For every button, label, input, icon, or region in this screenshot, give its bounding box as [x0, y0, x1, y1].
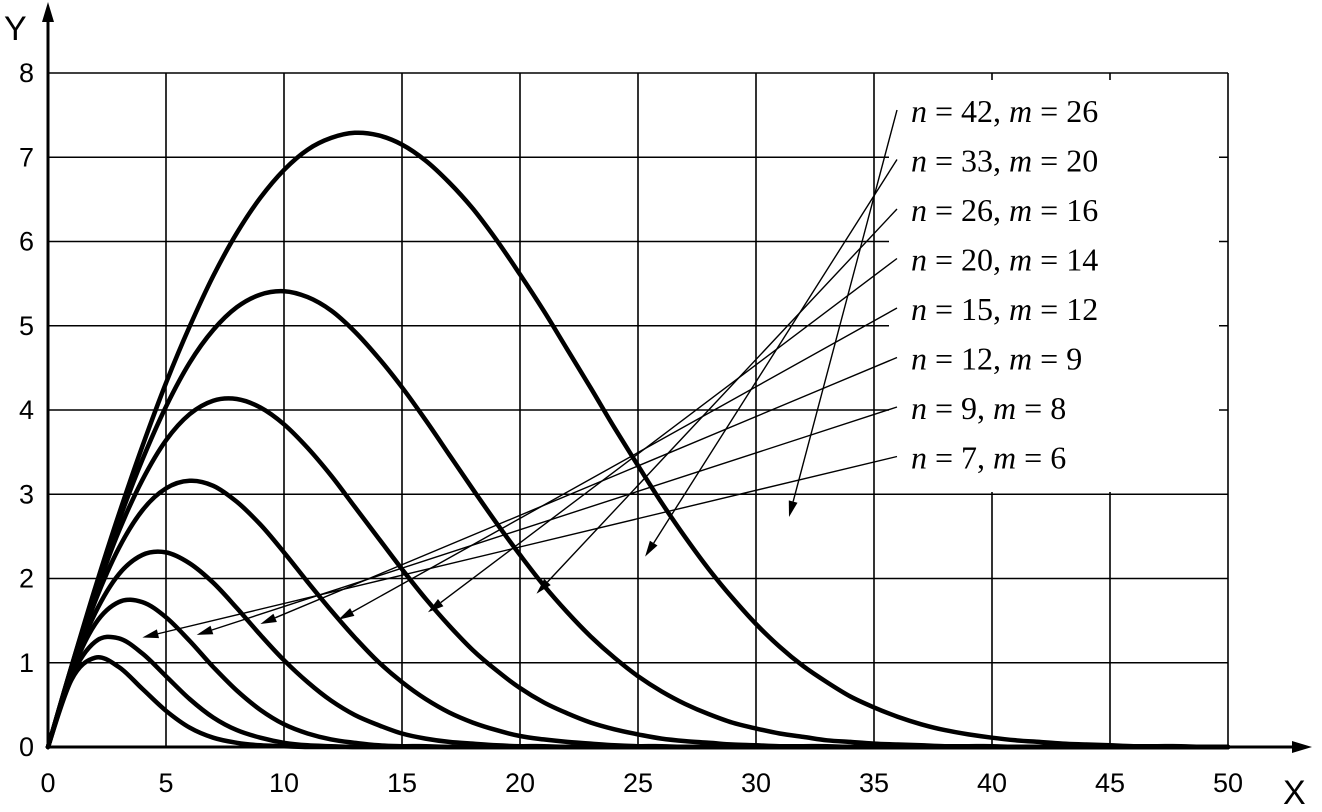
- x-tick-label: 35: [859, 768, 889, 798]
- series-label: n = 7, m = 6: [911, 440, 1066, 476]
- series-label-variable: n: [911, 143, 927, 179]
- series-label-variable: m: [1009, 192, 1032, 228]
- series-label-variable: m: [993, 390, 1016, 426]
- label-pointers: [142, 109, 898, 639]
- series-label-variable: n: [911, 390, 927, 426]
- x-tick-label: 10: [269, 768, 299, 798]
- series-label: n = 20, m = 14: [911, 242, 1098, 278]
- series-label-variable: m: [1009, 93, 1032, 129]
- series-label-value: = 16: [1032, 192, 1098, 228]
- series-label: n = 15, m = 12: [911, 291, 1098, 327]
- series-label-variable: m: [1009, 143, 1032, 179]
- series-label-variable: n: [911, 192, 927, 228]
- y-tick-label: 0: [19, 732, 34, 762]
- y-axis-title: Y: [4, 10, 27, 48]
- y-tick-label: 6: [19, 227, 34, 257]
- series-label: n = 42, m = 26: [911, 93, 1098, 129]
- series-label-variable: m: [993, 440, 1016, 476]
- series-label-value: = 8: [1016, 390, 1066, 426]
- series-line: [45, 655, 1231, 750]
- pointer-arrowhead: [142, 629, 159, 639]
- x-tick-label: 45: [1095, 768, 1125, 798]
- y-axis-arrowhead: [42, 2, 54, 22]
- pointer-line: [792, 109, 898, 502]
- series-label: n = 33, m = 20: [911, 143, 1098, 179]
- series-label-variable: n: [911, 440, 927, 476]
- series-label-value: = 15,: [927, 291, 1009, 327]
- series-label-variable: m: [1009, 291, 1032, 327]
- series-label-value: = 33,: [927, 143, 1009, 179]
- x-tick-label: 25: [623, 768, 653, 798]
- x-axis-title: X: [1283, 774, 1306, 812]
- series-label-value: = 12: [1032, 291, 1098, 327]
- series-line: [45, 130, 1231, 750]
- pointer-arrowhead: [196, 625, 214, 635]
- pointer-arrowhead: [645, 540, 658, 557]
- x-tick-label: 30: [741, 768, 771, 798]
- y-tick-label: 5: [19, 311, 34, 341]
- y-tick-label: 8: [19, 58, 34, 88]
- y-tick-label: 2: [19, 564, 34, 594]
- series-label-value: = 9,: [927, 390, 993, 426]
- y-tick-label: 3: [19, 479, 34, 509]
- pointer-line: [440, 257, 898, 604]
- x-tick-label: 40: [977, 768, 1007, 798]
- label-box: [889, 80, 1219, 492]
- series-label-value: = 12,: [927, 341, 1009, 377]
- series-label-value: = 42,: [927, 93, 1009, 129]
- series-label: n = 9, m = 8: [911, 390, 1066, 426]
- pointer-arrowhead: [788, 500, 798, 517]
- y-tick-label: 7: [19, 142, 34, 172]
- series-label-value: = 26,: [927, 192, 1009, 228]
- y-tick-label: 1: [19, 648, 34, 678]
- x-tick-label: 5: [158, 768, 173, 798]
- series-label-variable: n: [911, 341, 927, 377]
- series-labels: n = 42, m = 26n = 33, m = 20n = 26, m = …: [911, 93, 1098, 476]
- series-label-variable: m: [1009, 242, 1032, 278]
- series-curves: [45, 130, 1231, 750]
- y-tick-label: 4: [19, 395, 34, 425]
- series-label-variable: n: [911, 291, 927, 327]
- series-label-value: = 14: [1032, 242, 1098, 278]
- series-label: n = 26, m = 16: [911, 192, 1098, 228]
- series-label-value: = 20: [1032, 143, 1098, 179]
- pointer-arrowhead: [428, 599, 444, 613]
- pointer-arrowhead: [338, 608, 355, 620]
- series-label-value: = 6: [1016, 440, 1066, 476]
- pointer-line: [157, 455, 898, 635]
- x-tick-label: 50: [1213, 768, 1243, 798]
- x-tick-label: 20: [505, 768, 535, 798]
- pointer-arrowhead: [536, 578, 551, 594]
- pointer-line: [653, 159, 898, 544]
- series-label-value: = 7,: [927, 440, 993, 476]
- series-label: n = 12, m = 9: [911, 341, 1082, 377]
- pointer-line: [351, 307, 898, 613]
- series-label-variable: n: [911, 242, 927, 278]
- x-tick-label: 15: [387, 768, 417, 798]
- pointer-line: [274, 356, 898, 619]
- series-label-variable: n: [911, 93, 927, 129]
- pointer-arrowhead: [260, 613, 277, 624]
- series-label-variable: m: [1009, 341, 1032, 377]
- x-axis-arrowhead: [1292, 741, 1312, 753]
- x-tick-label: 0: [40, 768, 55, 798]
- series-label-value: = 9: [1032, 341, 1082, 377]
- pointer-line: [546, 208, 898, 583]
- series-label-value: = 26: [1032, 93, 1098, 129]
- series-label-value: = 20,: [927, 242, 1009, 278]
